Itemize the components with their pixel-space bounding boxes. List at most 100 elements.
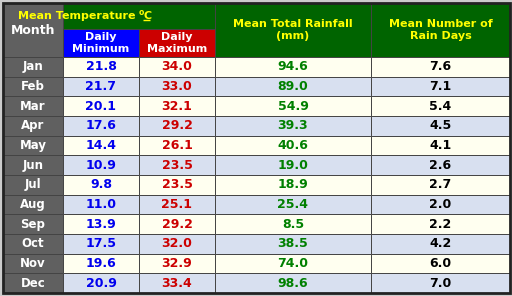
Bar — [63, 3, 215, 29]
Text: Jul: Jul — [25, 178, 41, 191]
Bar — [215, 116, 371, 136]
Bar — [371, 136, 510, 155]
Text: 7.1: 7.1 — [430, 80, 452, 93]
Text: Mar: Mar — [20, 100, 46, 113]
Text: 17.6: 17.6 — [86, 119, 116, 132]
Bar — [3, 96, 63, 116]
Text: Mean Total Rainfall
(mm): Mean Total Rainfall (mm) — [233, 19, 353, 41]
Text: C: C — [144, 11, 152, 21]
Text: May: May — [19, 139, 47, 152]
Bar — [63, 155, 139, 175]
Text: 19.0: 19.0 — [278, 159, 308, 172]
Bar — [371, 96, 510, 116]
Text: Dec: Dec — [20, 277, 46, 290]
Text: 23.5: 23.5 — [162, 178, 193, 191]
Text: 17.5: 17.5 — [86, 237, 117, 250]
Bar — [371, 77, 510, 96]
Text: 34.0: 34.0 — [162, 60, 193, 73]
Text: 4.2: 4.2 — [430, 237, 452, 250]
Text: 14.4: 14.4 — [86, 139, 117, 152]
Text: Apr: Apr — [22, 119, 45, 132]
Bar — [139, 273, 215, 293]
Text: 25.4: 25.4 — [278, 198, 309, 211]
Bar — [3, 136, 63, 155]
Bar — [3, 77, 63, 96]
Text: 26.1: 26.1 — [162, 139, 193, 152]
Bar — [63, 234, 139, 254]
Text: 2.0: 2.0 — [430, 198, 452, 211]
Bar — [139, 155, 215, 175]
Text: Daily
Minimum: Daily Minimum — [72, 32, 130, 54]
Text: 2.6: 2.6 — [430, 159, 452, 172]
Bar — [3, 155, 63, 175]
Bar — [139, 57, 215, 77]
Bar — [215, 234, 371, 254]
Bar — [371, 195, 510, 214]
Text: 13.9: 13.9 — [86, 218, 116, 231]
Bar — [371, 234, 510, 254]
Text: 7.0: 7.0 — [430, 277, 452, 290]
Bar — [371, 57, 510, 77]
Text: Oct: Oct — [22, 237, 45, 250]
Bar — [139, 175, 215, 195]
Text: 32.1: 32.1 — [162, 100, 193, 113]
Bar — [63, 29, 139, 57]
Bar — [371, 155, 510, 175]
Bar — [63, 195, 139, 214]
Text: 40.6: 40.6 — [278, 139, 308, 152]
Bar — [215, 77, 371, 96]
Bar — [3, 273, 63, 293]
Bar — [3, 3, 63, 57]
Text: 19.6: 19.6 — [86, 257, 116, 270]
Text: Daily
Maximum: Daily Maximum — [147, 32, 207, 54]
Bar — [215, 195, 371, 214]
Text: Feb: Feb — [21, 80, 45, 93]
Bar — [3, 195, 63, 214]
Bar — [215, 57, 371, 77]
Bar — [63, 96, 139, 116]
Bar — [215, 3, 371, 57]
Bar — [215, 254, 371, 273]
Text: 5.4: 5.4 — [430, 100, 452, 113]
Bar — [139, 195, 215, 214]
Text: 4.1: 4.1 — [430, 139, 452, 152]
Bar — [215, 155, 371, 175]
Bar — [139, 116, 215, 136]
Text: 32.9: 32.9 — [162, 257, 193, 270]
Bar — [63, 116, 139, 136]
Text: 33.4: 33.4 — [162, 277, 193, 290]
Bar — [215, 273, 371, 293]
Bar — [3, 116, 63, 136]
Text: 25.1: 25.1 — [161, 198, 193, 211]
Text: 4.5: 4.5 — [430, 119, 452, 132]
Text: 20.1: 20.1 — [86, 100, 117, 113]
Bar — [215, 214, 371, 234]
Text: 21.7: 21.7 — [86, 80, 117, 93]
Text: 2.7: 2.7 — [430, 178, 452, 191]
Bar — [215, 136, 371, 155]
Text: 94.6: 94.6 — [278, 60, 308, 73]
Text: Mean Temperature: Mean Temperature — [17, 11, 139, 21]
Bar — [139, 136, 215, 155]
Bar — [3, 175, 63, 195]
Bar — [3, 234, 63, 254]
Text: 20.9: 20.9 — [86, 277, 116, 290]
Text: 29.2: 29.2 — [162, 218, 193, 231]
Text: 33.0: 33.0 — [162, 80, 193, 93]
Text: 21.8: 21.8 — [86, 60, 116, 73]
Text: 11.0: 11.0 — [86, 198, 117, 211]
Bar — [139, 214, 215, 234]
Text: 74.0: 74.0 — [278, 257, 309, 270]
Text: 6.0: 6.0 — [430, 257, 452, 270]
Bar — [139, 29, 215, 57]
Text: 8.5: 8.5 — [282, 218, 304, 231]
Bar — [139, 96, 215, 116]
Text: 38.5: 38.5 — [278, 237, 308, 250]
Bar — [63, 273, 139, 293]
Bar — [371, 175, 510, 195]
Bar — [371, 116, 510, 136]
Bar — [371, 254, 510, 273]
Text: Month: Month — [11, 23, 55, 36]
Bar — [139, 254, 215, 273]
Bar — [63, 214, 139, 234]
